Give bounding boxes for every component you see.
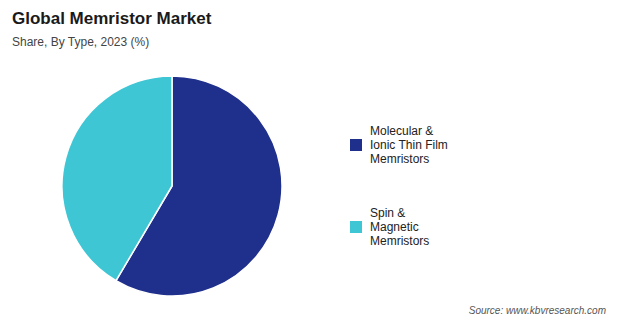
legend-label-line: Spin & [370, 206, 405, 220]
legend-label-line: Molecular & [370, 124, 433, 138]
legend-label-line: Ionic Thin Film [370, 138, 448, 152]
source: Source: www.kbvresearch.com [469, 305, 606, 316]
legend-label: Spin &MagneticMemristors [370, 206, 429, 248]
legend-label: Molecular &Ionic Thin FilmMemristors [370, 124, 448, 166]
legend-label-line: Magnetic [370, 220, 419, 234]
legend: Molecular &Ionic Thin FilmMemristorsSpin… [350, 124, 448, 248]
legend-label-line: Memristors [370, 152, 429, 166]
legend-swatch [350, 139, 362, 151]
subtitle: Share, By Type, 2023 (%) [12, 35, 149, 49]
chart: Global Memristor Market Share, By Type, 2… [0, 0, 620, 322]
legend-label-line: Memristors [370, 234, 429, 248]
legend-swatch [350, 221, 362, 233]
title: Global Memristor Market [12, 9, 212, 28]
pie [62, 76, 282, 296]
pie-slice [62, 76, 172, 281]
